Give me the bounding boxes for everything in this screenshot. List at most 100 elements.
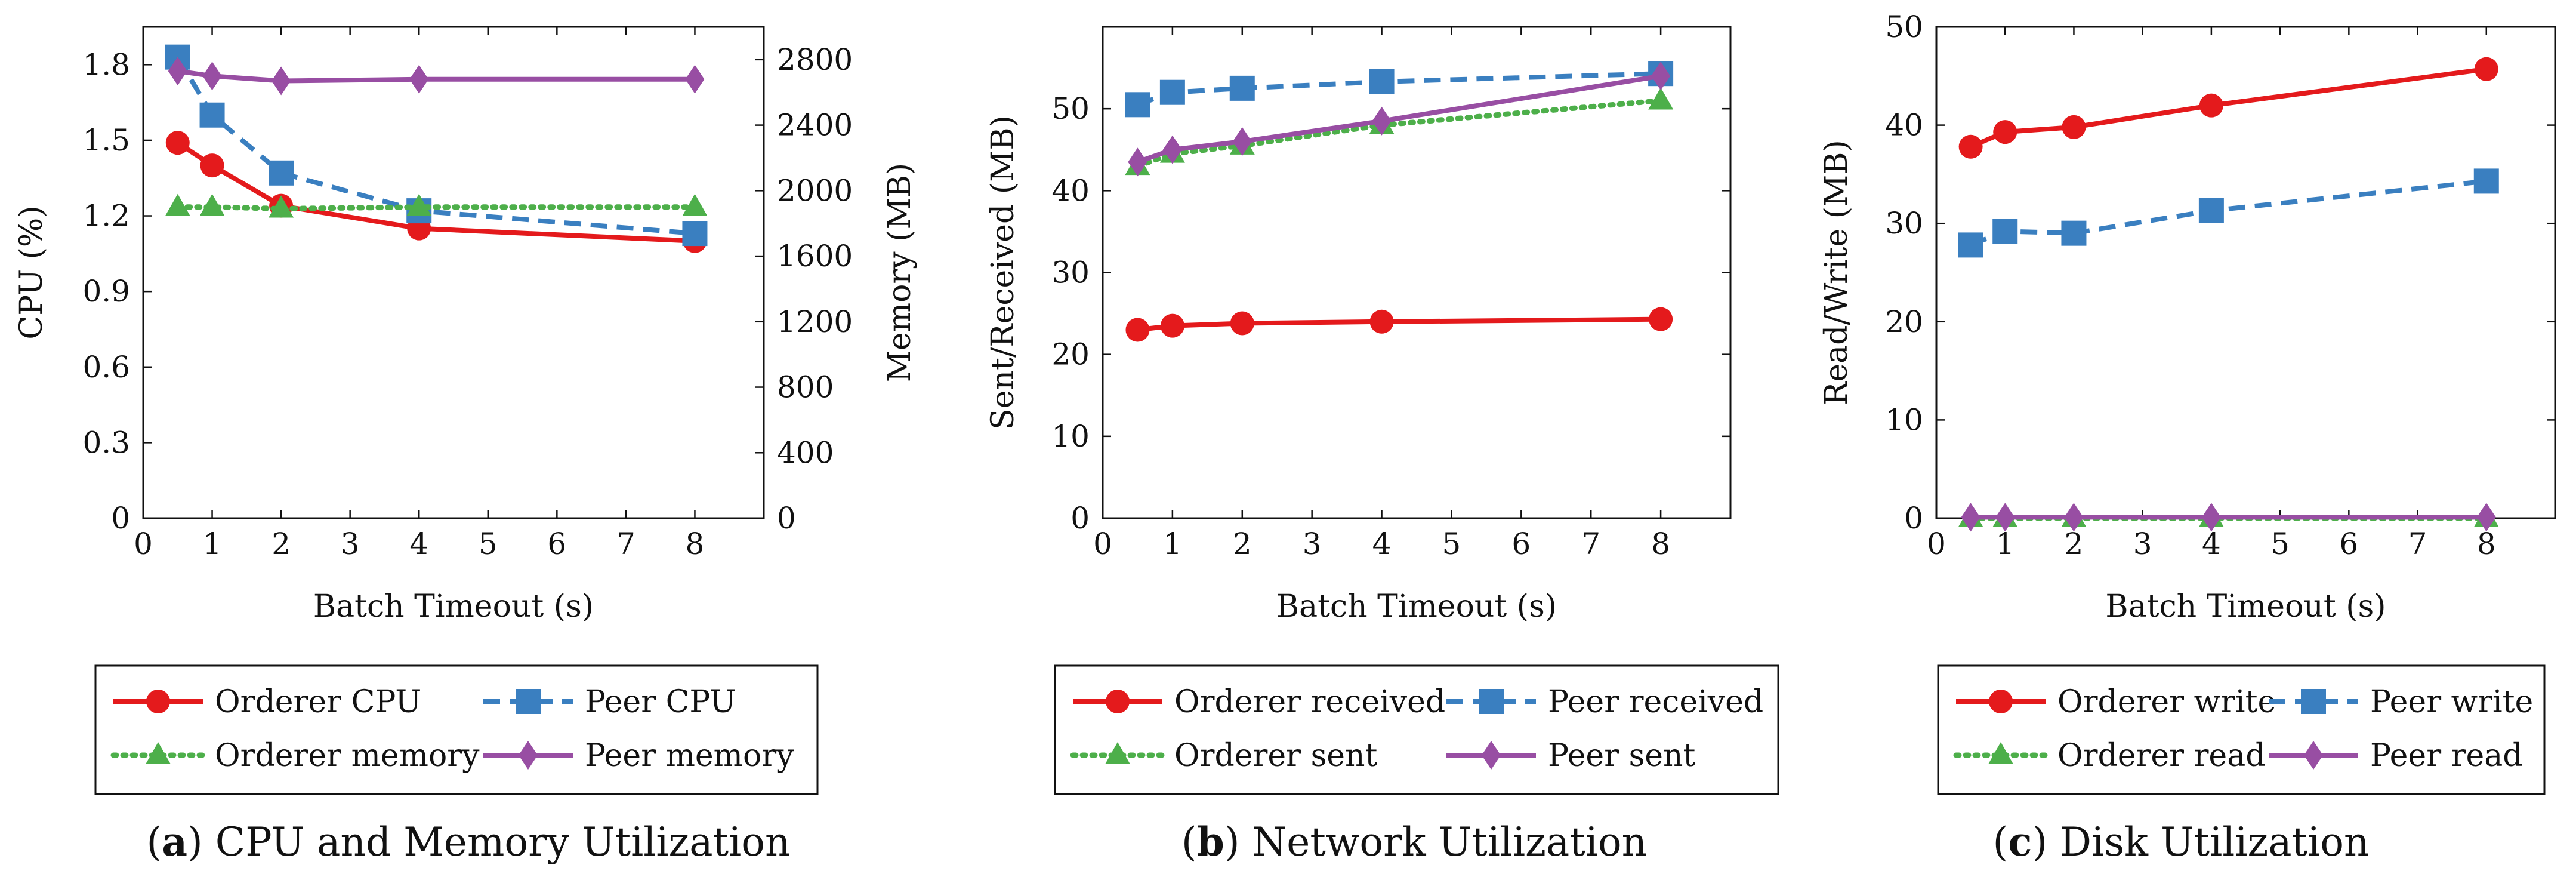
series-line-peer-write [1970,179,2487,248]
legend-label-orderer-cpu: Orderer CPU [215,684,421,720]
y-tick-label: 40 [1051,173,1090,208]
chart-panel-c: 0 1 2 3 4 5 6 7 8 0 10 20 30 40 50 Batch Timeout (s) Rea… [1819,10,2556,865]
y2-tick-label: 2000 [777,173,853,208]
data-point-peer-sent [1372,106,1392,136]
legend-frame [1054,664,1779,795]
x-tick-label: 5 [479,527,498,561]
legend-box: Orderer write Peer write Orderer read Peer … [1937,664,2546,795]
series-line-orderer-memory [175,204,698,212]
series-peer-cpu [165,44,708,247]
y2-tick-label: 1200 [777,304,853,339]
y-tick-label: 10 [1885,402,1923,437]
y-tick-label: 0.6 [82,350,130,384]
series-peer-write [1958,168,2499,258]
x-tick-label: 1 [1995,527,2014,561]
data-point-peer-sent [1128,147,1147,177]
series-orderer-cpu [165,131,707,253]
y-tick-label: 0 [1904,501,1923,536]
legend-swatch-marker [146,742,171,764]
legend-swatch-marker [1479,689,1504,714]
data-point-peer-read [2201,503,2221,532]
data-point-orderer-memory [269,195,294,218]
y-axis-label: Sent/Received (MB) [985,115,1021,430]
data-point-peer-memory [202,61,222,91]
x-tick-label: 0 [1927,527,1946,561]
data-point-orderer-write [2062,115,2086,139]
x-tick-label: 6 [2339,527,2358,561]
legend-swatch-marker [2304,741,2323,770]
series-peer-read [1961,503,2496,532]
data-point-orderer-cpu [165,131,190,155]
caption: (a) CPU and Memory Utilization [147,818,791,865]
data-point-orderer-received [1649,307,1673,331]
legend-label-peer-memory: Peer memory [585,738,794,774]
legend-label-peer-sent: Peer sent [1548,738,1696,774]
data-point-peer-write [2061,220,2087,246]
legend-label-orderer-write: Orderer write [2057,684,2276,720]
y-axis-label: CPU (%) [14,205,50,339]
legend-box: Orderer CPU Peer CPU Orderer memory Peer me… [94,664,819,795]
data-point-peer-sent [1651,61,1671,91]
y-tick-label: 0.3 [82,425,130,460]
data-point-peer-received [1159,79,1185,105]
x-tick-label: 0 [134,527,153,561]
x-tick-label: 3 [1303,527,1322,561]
data-point-orderer-write [2474,57,2498,81]
y-tick-label: 0.9 [82,274,130,309]
x-tick-label: 5 [1442,527,1461,561]
y-tick-label: 50 [1051,91,1090,126]
x-tick-label: 6 [1511,527,1531,561]
y2-tick-label: 2400 [777,108,853,143]
legend-swatch-marker [146,690,170,713]
data-point-orderer-memory [165,193,190,216]
data-point-orderer-write [2199,93,2223,118]
data-point-peer-write [2198,198,2224,223]
y-tick-label: 0 [111,501,130,536]
y-tick-label: 30 [1885,206,1923,241]
plot-frame [1102,26,1732,519]
data-point-peer-cpu [269,160,294,186]
x-tick-label: 2 [2065,527,2084,561]
legend-swatch-marker [1989,690,2013,713]
y-tick-label: 0 [1070,501,1090,536]
chart-panel-b: 0 1 2 3 4 5 6 7 8 0 10 20 30 40 50 Batch Timeout (s) Sen… [985,26,1779,865]
legend-frame [1937,664,2546,795]
data-point-peer-memory [168,57,187,86]
data-point-peer-read [2476,503,2496,532]
x-tick-label: 8 [686,527,705,561]
series-line-orderer-received [1137,316,1661,333]
caption: (c) Disk Utilization [1993,818,2370,865]
x-tick-label: 3 [341,527,360,561]
plot-frame [142,26,765,519]
x-tick-label: 7 [616,527,635,561]
data-point-peer-write [1992,219,2018,244]
legend-swatch-marker [519,741,538,770]
x-tick-label: 4 [1372,527,1392,561]
x-tick-label: 8 [2477,527,2496,561]
data-point-peer-cpu [682,221,708,247]
data-point-peer-sent [1162,135,1182,164]
y-tick-label: 1.8 [82,47,130,82]
data-point-peer-memory [272,66,291,96]
x-tick-label: 3 [2133,527,2152,561]
legend-swatch-marker [516,689,541,714]
y2-axis-label: Memory (MB) [882,163,918,382]
x-axis-label: Batch Timeout (s) [313,589,594,624]
legend-swatch-marker [1988,742,2013,764]
x-tick-label: 5 [2270,527,2290,561]
data-point-orderer-memory [682,193,708,216]
y-tick-label: 40 [1885,108,1923,143]
data-point-orderer-write [1993,120,2017,144]
data-point-peer-memory [685,64,705,94]
series-orderer-sent [1125,87,1674,176]
series-orderer-write [1958,57,2498,159]
series-line-orderer-sent [1134,97,1664,169]
data-point-peer-received [1229,75,1255,101]
series-line-orderer-write [1970,66,2487,149]
y2-tick-label: 800 [777,370,834,405]
x-tick-label: 2 [1233,527,1252,561]
x-tick-label: 1 [203,527,222,561]
x-axis-label: Batch Timeout (s) [1276,589,1557,624]
x-tick-label: 7 [1581,527,1600,561]
data-point-peer-memory [409,64,429,94]
